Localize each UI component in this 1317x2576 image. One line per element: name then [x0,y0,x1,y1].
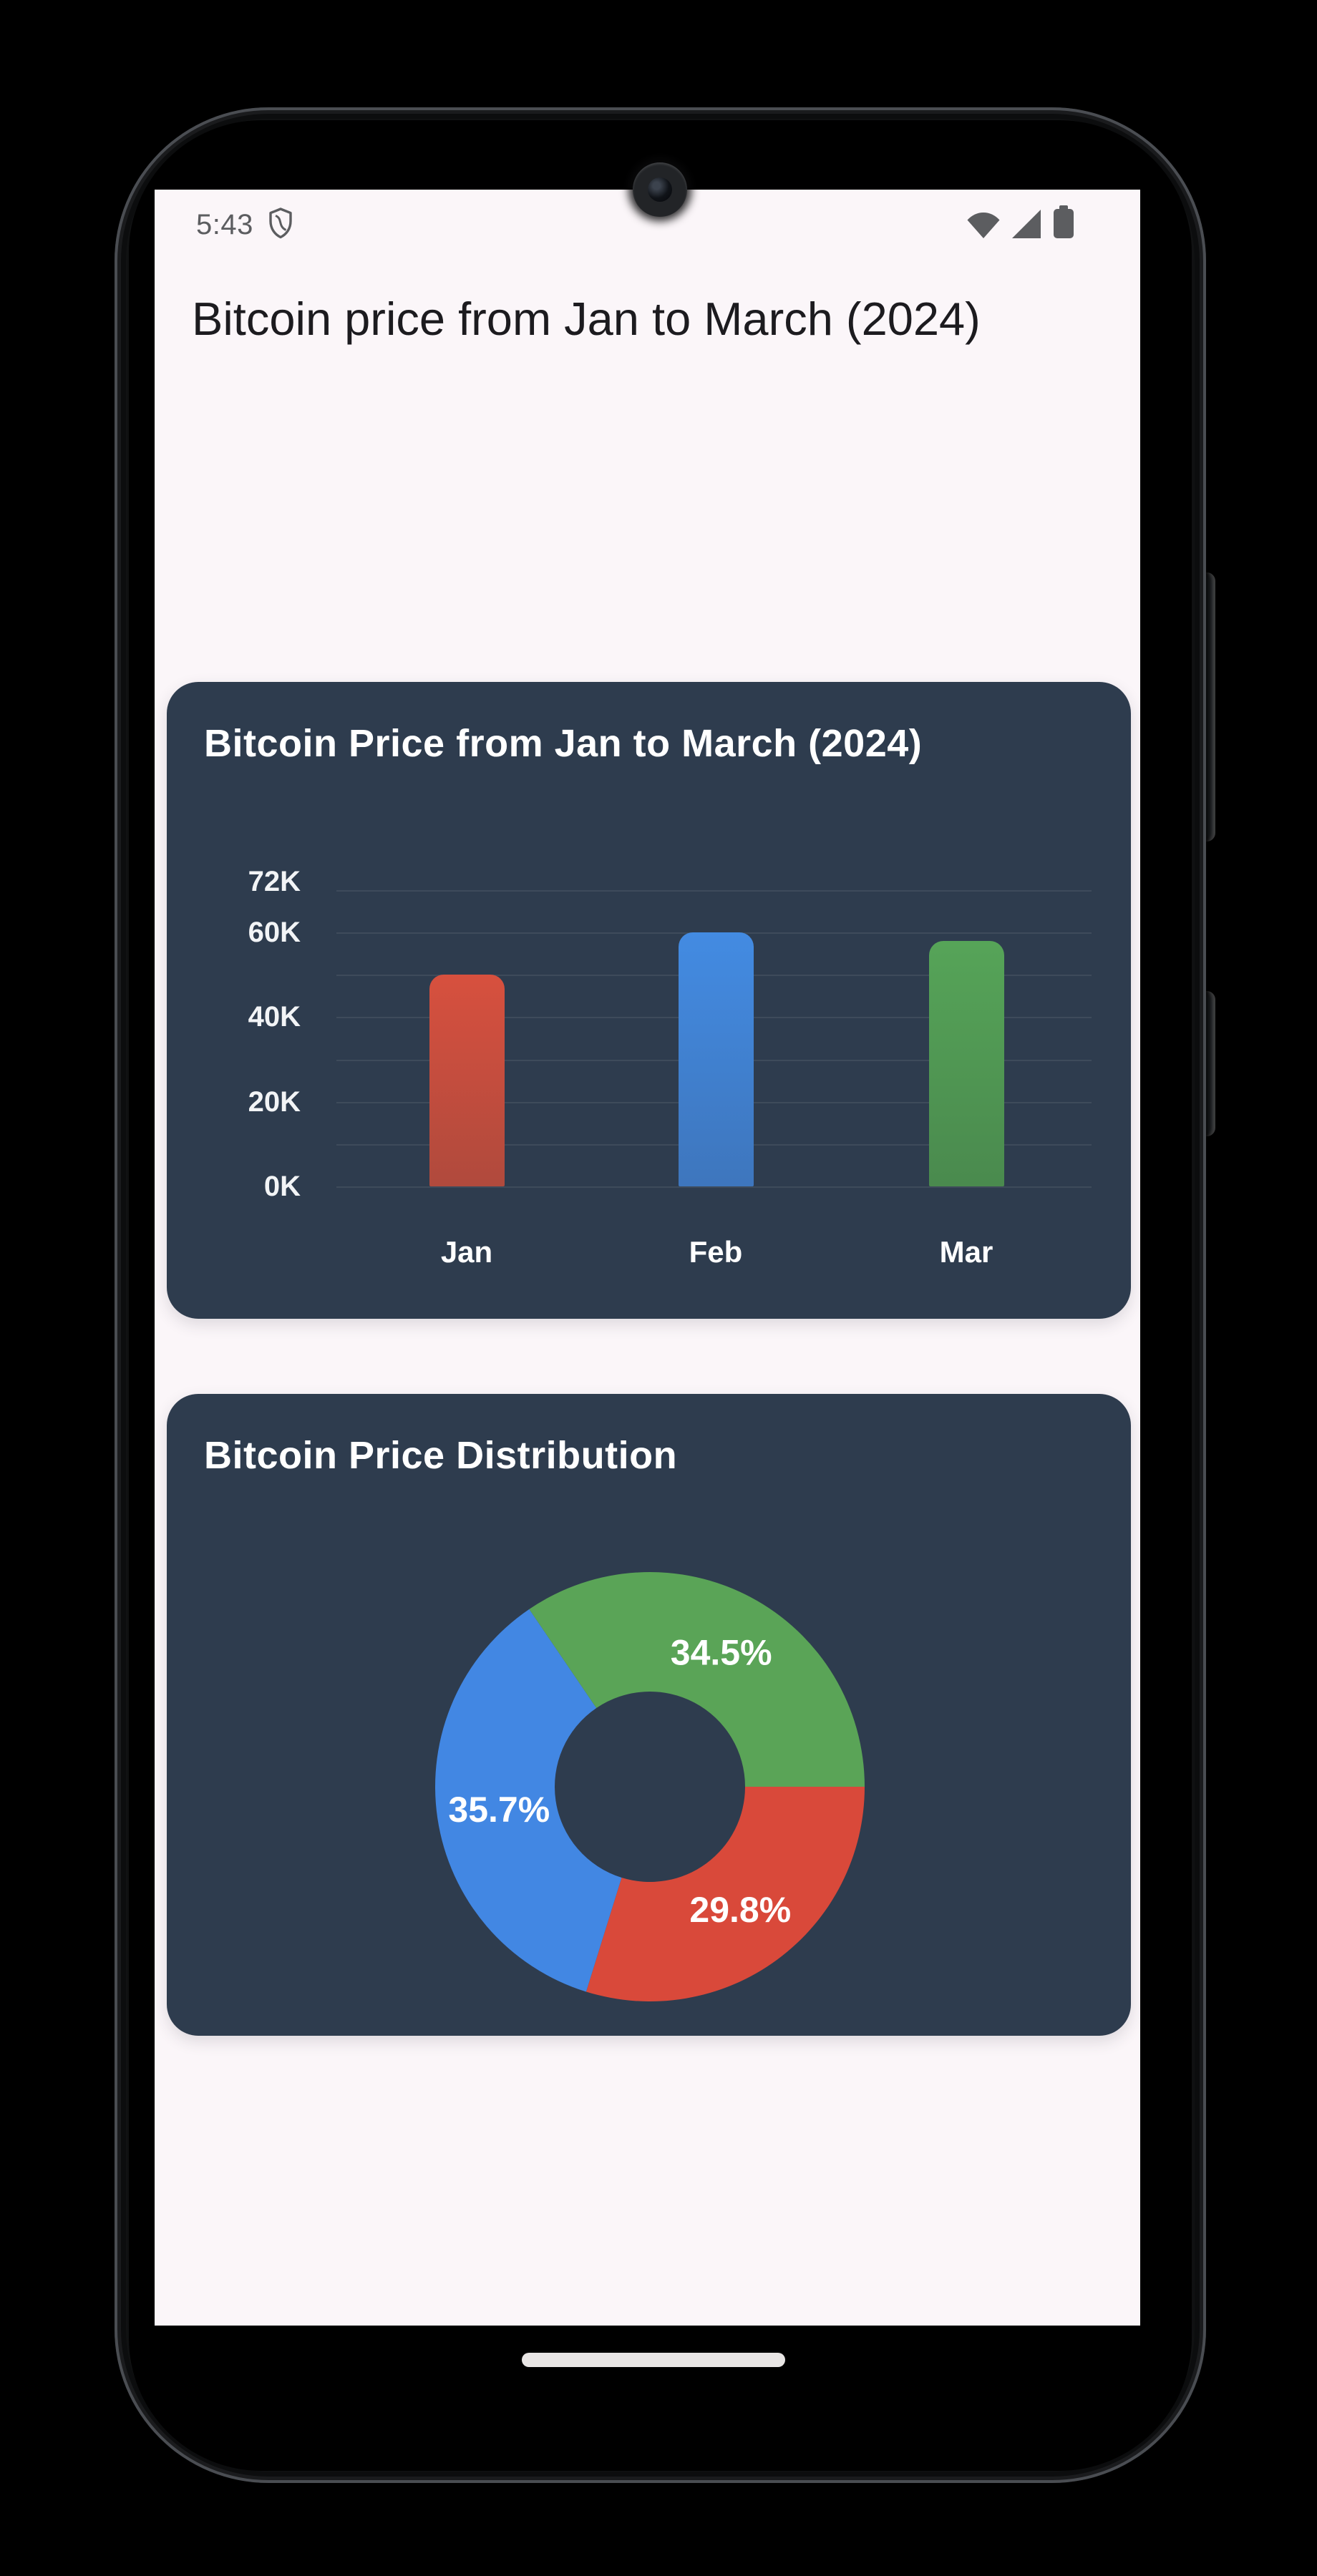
pie-slice-feb[interactable] [435,1609,622,1992]
x-axis-label-feb: Feb [689,1235,743,1269]
y-axis-tick: 20K [248,1085,301,1118]
y-axis-tick: 72K [248,866,301,897]
app-content: 5:43 Bitcoin price from Jan to March (20… [155,190,1140,2326]
dns-shield-icon [269,208,292,239]
phone-screen: 5:43 Bitcoin price from Jan to March (20… [129,120,1192,2471]
y-axis-tick: 60K [248,917,301,948]
bar-chart-plot: 0K 20K 40K 60K 72K Jan Feb Mar [167,682,1131,1319]
pie-slice-jan[interactable] [585,1787,865,2001]
x-axis-label-jan: Jan [440,1235,493,1269]
pie-chart-card: Bitcoin Price Distribution 29.8% 35.7% 34.… [167,1394,1131,2036]
bar-chart-title: Bitcoin Price from Jan to March (2024) [204,722,923,765]
gridline [336,1186,1092,1188]
wifi-icon [967,213,1000,238]
pie-chart-title: Bitcoin Price Distribution [204,1434,678,1477]
y-axis-tick: 0K [263,1171,301,1202]
bar-mar[interactable] [928,940,1004,1186]
pie-slice-label: 35.7% [448,1790,550,1830]
pie-slice-mar[interactable] [529,1572,865,1787]
pie-slice-label: 29.8% [689,1890,791,1930]
battery-icon [1054,205,1074,238]
bar-jan[interactable] [429,975,505,1186]
home-indicator[interactable] [522,2353,785,2367]
cellular-signal-icon [1012,210,1041,238]
gridline [336,889,1092,892]
bar-feb[interactable] [678,932,754,1186]
camera-lens [648,177,672,202]
page-title: Bitcoin price from Jan to March (2024) [192,293,981,345]
status-time: 5:43 [196,209,253,240]
front-camera [633,162,687,217]
bar-chart-card: Bitcoin Price from Jan to March (2024) 0… [167,682,1131,1319]
x-axis-label-mar: Mar [939,1235,993,1269]
donut-chart: 29.8% 35.7% 34.5% [435,1572,865,2001]
pie-slice-label: 34.5% [671,1632,772,1672]
phone-frame: 5:43 Bitcoin price from Jan to March (20… [115,107,1206,2483]
y-axis-tick: 40K [248,1001,301,1033]
